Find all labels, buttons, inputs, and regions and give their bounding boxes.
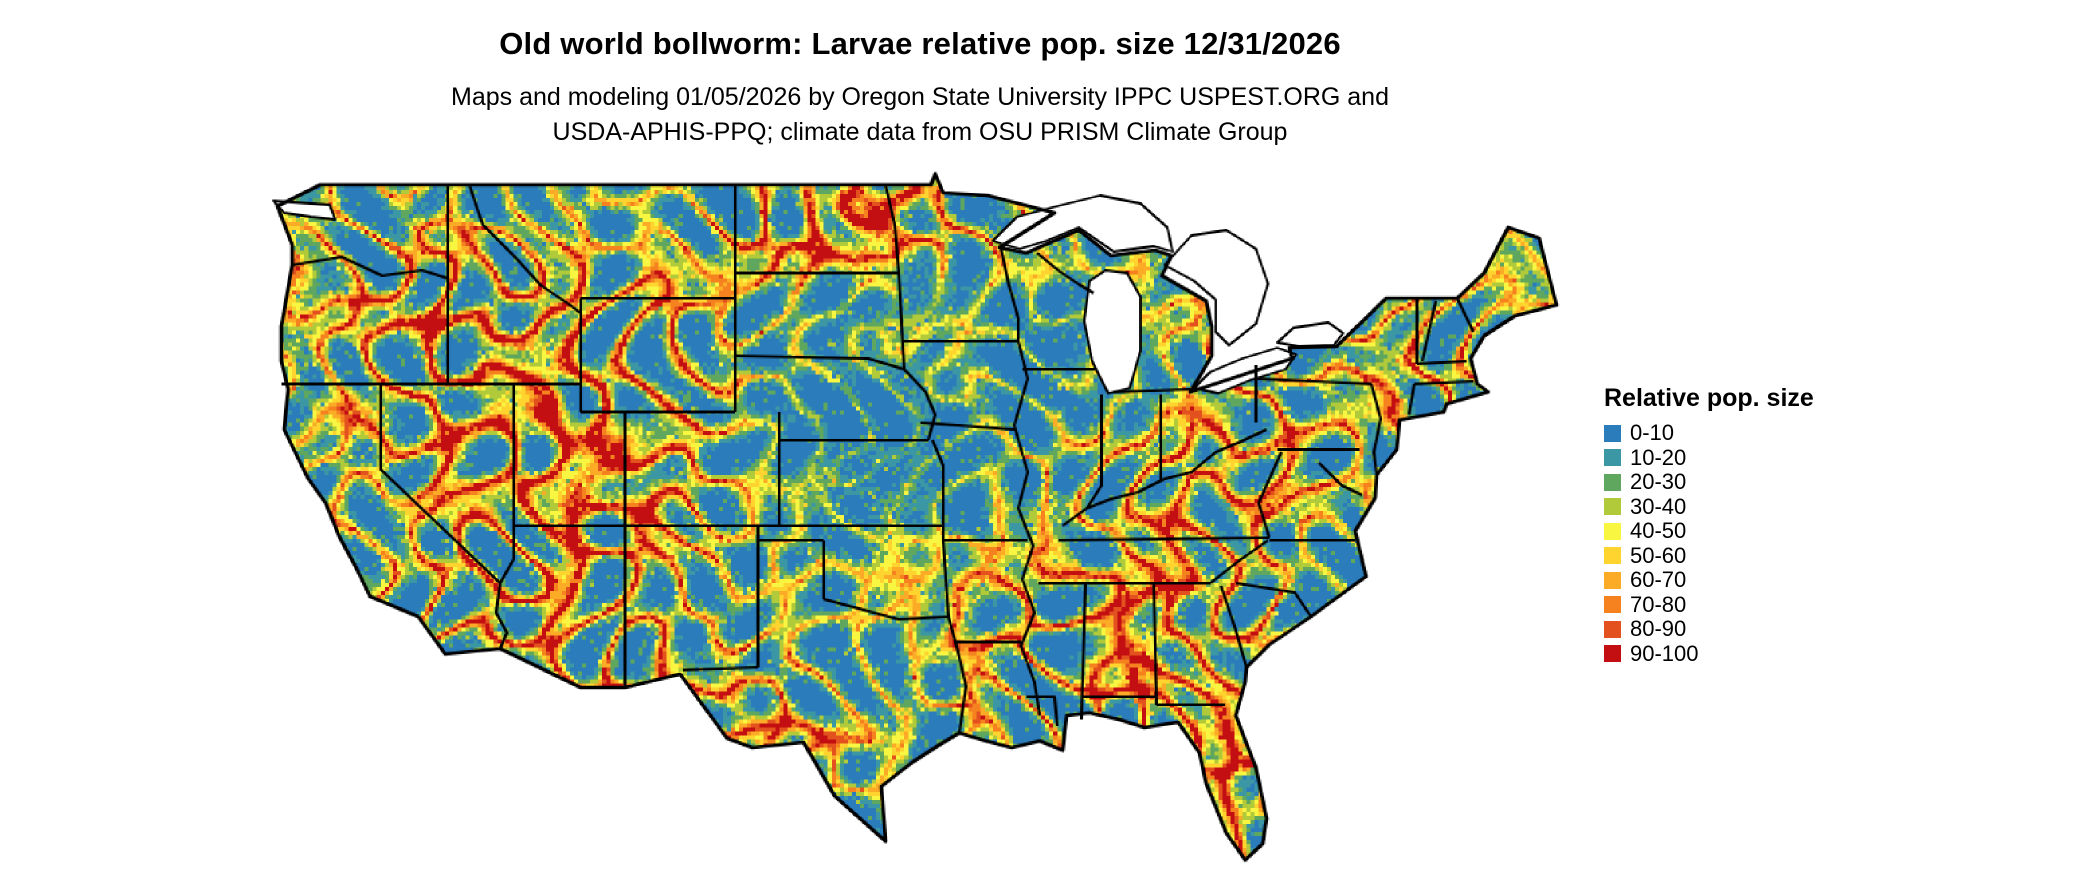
legend-item: 80-90 bbox=[1604, 617, 1814, 642]
legend-item: 20-30 bbox=[1604, 470, 1814, 495]
legend-label: 70-80 bbox=[1630, 591, 1687, 617]
legend-title: Relative pop. size bbox=[1604, 384, 1814, 412]
legend-label: 30-40 bbox=[1630, 493, 1687, 519]
legend-swatch bbox=[1604, 424, 1621, 442]
legend-item: 70-80 bbox=[1604, 591, 1814, 618]
legend-swatch bbox=[1604, 571, 1621, 589]
legend: Relative pop. size 0-10 10-20 20-30 30-40 40… bbox=[1604, 384, 1814, 666]
legend-label: 10-20 bbox=[1630, 444, 1687, 470]
legend-swatch bbox=[1604, 522, 1621, 540]
us-risk-map bbox=[268, 158, 1570, 880]
header: Old world bollworm: Larvae relative pop.… bbox=[0, 26, 1840, 150]
legend-item: 10-20 bbox=[1604, 444, 1814, 471]
legend-label: 90-100 bbox=[1630, 640, 1699, 666]
legend-swatch bbox=[1604, 473, 1621, 491]
subtitle-line-2: USDA-APHIS-PPQ; climate data from OSU PR… bbox=[552, 118, 1288, 146]
legend-swatch bbox=[1604, 596, 1621, 614]
legend-item: 90-100 bbox=[1604, 640, 1814, 667]
legend-swatch bbox=[1604, 620, 1621, 638]
legend-label: 40-50 bbox=[1630, 518, 1687, 544]
legend-item: 60-70 bbox=[1604, 568, 1814, 593]
map-area bbox=[268, 158, 1570, 882]
legend-label: 60-70 bbox=[1630, 567, 1687, 593]
legend-swatch bbox=[1604, 449, 1621, 467]
legend-swatch bbox=[1604, 645, 1621, 663]
legend-item: 50-60 bbox=[1604, 542, 1814, 569]
legend-item: 0-10 bbox=[1604, 421, 1814, 446]
map-subtitle: Maps and modeling 01/05/2026 by Oregon S… bbox=[0, 80, 1840, 150]
legend-items: 0-10 10-20 20-30 30-40 40-50 50-60 60-70 70-80 8… bbox=[1604, 421, 1814, 666]
legend-item: 40-50 bbox=[1604, 519, 1814, 544]
legend-label: 20-30 bbox=[1630, 469, 1687, 495]
legend-label: 80-90 bbox=[1630, 616, 1687, 642]
legend-item: 30-40 bbox=[1604, 493, 1814, 520]
subtitle-line-1: Maps and modeling 01/05/2026 by Oregon S… bbox=[451, 83, 1389, 111]
legend-swatch bbox=[1604, 498, 1621, 516]
legend-swatch bbox=[1604, 547, 1621, 565]
legend-label: 0-10 bbox=[1630, 420, 1675, 446]
legend-label: 50-60 bbox=[1630, 542, 1687, 568]
map-title: Old world bollworm: Larvae relative pop.… bbox=[499, 26, 1341, 61]
